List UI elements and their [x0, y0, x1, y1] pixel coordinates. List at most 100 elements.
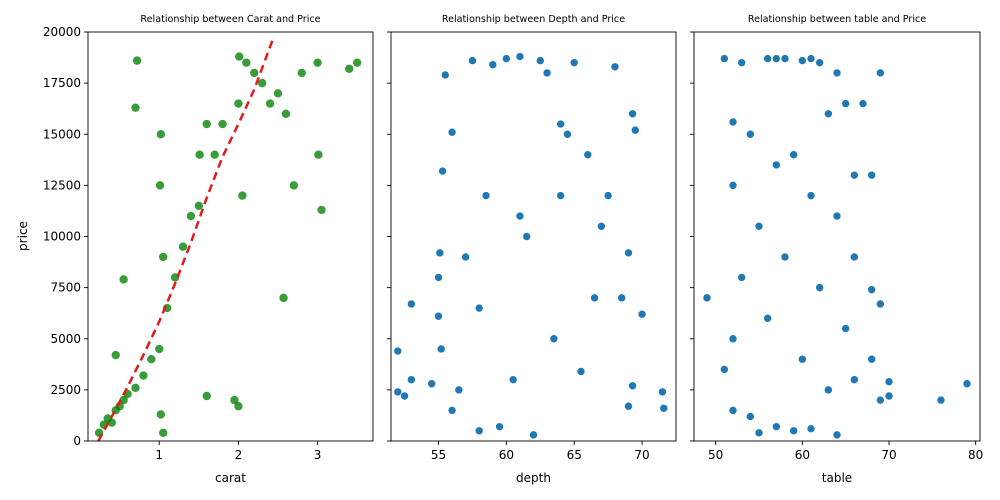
data-point: [746, 412, 755, 421]
data-point: [400, 391, 409, 401]
data-point: [815, 283, 824, 292]
data-point: [789, 426, 798, 436]
data-point: [488, 60, 498, 70]
data-point: [867, 170, 876, 180]
data-point: [617, 293, 627, 303]
axes-frame: [693, 31, 981, 442]
data-point: [624, 401, 633, 411]
x-tick-label: 70: [634, 448, 649, 462]
data-point: [111, 350, 120, 360]
y-tick-label: 12500: [43, 178, 81, 192]
data-point: [156, 410, 166, 419]
data-point: [234, 99, 243, 108]
data-point: [436, 344, 446, 354]
data-point: [447, 406, 457, 415]
data-point: [345, 64, 354, 74]
data-point: [131, 383, 140, 393]
data-point: [720, 54, 729, 63]
data-point: [508, 375, 518, 384]
data-point: [218, 119, 227, 129]
data-point: [159, 252, 168, 262]
data-point: [628, 109, 637, 119]
data-point: [772, 54, 781, 63]
data-point: [763, 313, 772, 323]
data-point: [876, 299, 885, 309]
data-point: [867, 285, 876, 294]
data-point: [234, 402, 243, 411]
data-point: [702, 293, 712, 303]
data-point: [352, 58, 362, 67]
data-point: [297, 68, 306, 78]
data-point: [535, 56, 545, 65]
data-point: [238, 191, 247, 200]
data-point: [936, 395, 946, 405]
figure-ylabel: price: [16, 221, 30, 251]
data-point: [230, 395, 239, 405]
data-point: [563, 129, 572, 139]
x-tick-label: 55: [431, 448, 446, 462]
x-tick-label: 3: [314, 448, 322, 462]
data-point: [597, 221, 606, 231]
subplot-2: 55 60 65 70 Relationship between Depth and P…: [387, 14, 677, 485]
data-point: [468, 56, 477, 65]
data-point: [798, 354, 807, 364]
data-point: [454, 385, 464, 395]
data-point: [772, 160, 781, 170]
data-point: [132, 56, 142, 65]
data-point: [824, 385, 833, 395]
data-point: [273, 89, 283, 98]
data-point: [556, 119, 565, 129]
data-point: [789, 150, 798, 159]
scatter-points: [702, 54, 972, 440]
data-point: [242, 58, 251, 67]
y-tick-label: 5000: [50, 332, 81, 346]
data-point: [728, 181, 738, 190]
data-point: [393, 387, 403, 397]
data-point: [806, 424, 816, 434]
data-point: [824, 109, 833, 119]
data-point: [529, 430, 538, 440]
x-tick-label: 2: [235, 448, 243, 462]
data-point: [438, 166, 447, 176]
data-point: [728, 117, 738, 127]
x-tick-label: 1: [155, 448, 163, 462]
data-point: [754, 428, 764, 438]
data-point: [131, 103, 140, 112]
data-point: [884, 391, 894, 401]
data-point: [737, 58, 746, 67]
data-point: [658, 387, 667, 397]
data-point: [876, 395, 885, 405]
data-point: [603, 191, 613, 200]
data-point: [440, 70, 450, 80]
x-tick-label: 80: [968, 448, 983, 462]
regression-line: [97, 39, 274, 442]
data-point: [515, 52, 525, 61]
data-point: [962, 379, 972, 389]
data-point: [119, 275, 128, 284]
data-point: [265, 99, 275, 108]
x-tick-label: 60: [795, 448, 810, 462]
subplot-3: 50 60 70 80 Relationship between table and P…: [690, 14, 983, 485]
data-point: [495, 422, 504, 431]
data-point: [159, 428, 168, 438]
data-point: [434, 273, 443, 282]
data-point: [841, 324, 850, 333]
data-point: [257, 78, 267, 88]
subplot-title: Relationship between table and Price: [748, 14, 926, 25]
data-point: [289, 181, 299, 190]
data-point: [610, 62, 620, 72]
data-point: [393, 346, 403, 356]
data-point: [447, 127, 457, 137]
x-axis-label: depth: [516, 471, 551, 485]
data-point: [806, 54, 816, 63]
data-point: [832, 430, 842, 440]
data-point: [763, 54, 772, 63]
data-point: [628, 381, 637, 391]
data-point: [147, 355, 156, 364]
x-axis-label: carat: [215, 471, 246, 485]
data-point: [435, 248, 445, 258]
y-tick-label: 17500: [43, 76, 81, 90]
data-point: [119, 395, 128, 405]
data-point: [155, 344, 164, 354]
data-point: [186, 211, 196, 221]
